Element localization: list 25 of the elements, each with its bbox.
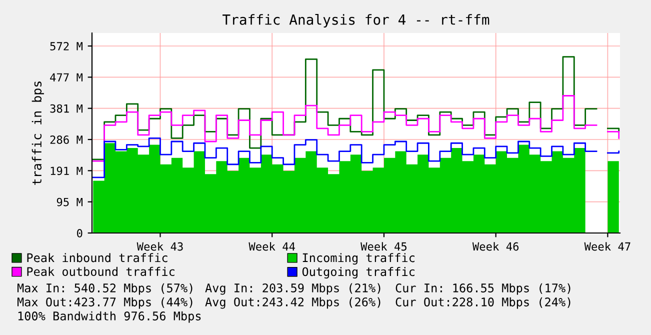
text: 100% Bandwidth 976.56 Mbps (18, 311, 201, 323)
text: Avg In: 203.59 Mbps (21%) (205, 283, 380, 295)
y-tick-label: 95 M (56, 198, 82, 206)
x-tick-label: Week 44 (248, 242, 295, 251)
text: Cur Out:228.10 Mbps (24%) (396, 297, 570, 309)
y-tick-label: 477 M (50, 73, 82, 82)
x-tick-label: Week 47 (584, 242, 630, 251)
y-axis-title: traffic in bps (32, 82, 44, 185)
chart-title: Traffic Analysis for 4 -- rt-ffm (222, 14, 490, 28)
legend-label: Incoming traffic (302, 253, 414, 265)
legend-label: Peak inbound traffic (27, 253, 168, 262)
y-tick-label: 572 M (50, 42, 82, 50)
y-tick-label: 286 M (50, 136, 82, 144)
legend-label: Peak outbound traffic (27, 266, 174, 276)
x-tick-label: Week 43 (136, 242, 183, 251)
x-tick-label: Week 46 (472, 242, 519, 251)
legend-label: Outgoing traffic (302, 266, 414, 278)
y-tick-label: 0 (77, 229, 82, 238)
text: Avg Out:243.42 Mbps (26%) (205, 297, 380, 309)
text: Max Out:423.77 Mbps (44%) (17, 297, 192, 309)
text: Cur In: 166.55 Mbps (17%) (396, 283, 570, 295)
text: Max In: 540.52 Mbps (57%) (17, 283, 192, 295)
y-tick-label: 381 M (50, 104, 82, 113)
x-tick-label: Week 45 (360, 242, 406, 251)
y-tick-label: 191 M (50, 166, 82, 176)
